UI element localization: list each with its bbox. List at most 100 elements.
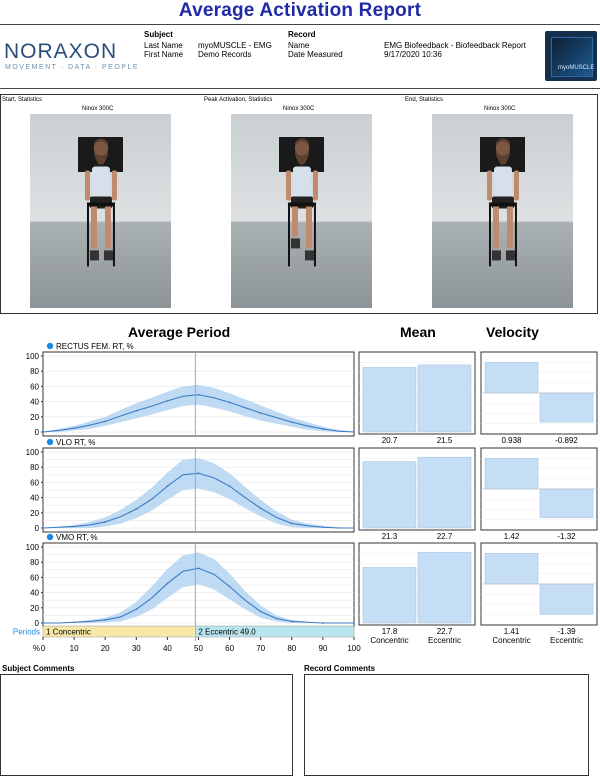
- x-tick-label: 0: [41, 644, 46, 653]
- bar: [539, 583, 594, 615]
- x-tick-label: 60: [225, 644, 234, 653]
- bar-value-label: 22.7: [437, 532, 453, 541]
- y-tick-label: 40: [30, 589, 39, 598]
- first-name-label: First Name: [144, 50, 184, 59]
- bar-value-label: -0.892: [555, 436, 578, 445]
- y-tick-label: 0: [35, 619, 40, 628]
- bar-value-label: 1.42: [504, 532, 520, 541]
- record-heading: Record: [288, 30, 316, 39]
- y-tick-label: 20: [30, 604, 39, 613]
- subject-comments-box[interactable]: [0, 674, 293, 776]
- data-point: [353, 622, 355, 624]
- bar-category-label: Concentric: [370, 636, 408, 645]
- data-point: [104, 619, 107, 621]
- x-tick-label: 90: [318, 644, 327, 653]
- std-dev-band: [43, 552, 354, 623]
- video-snapshot-image: [30, 114, 171, 308]
- seated-subject-figure: [486, 138, 519, 266]
- x-tick-label: 20: [101, 644, 110, 653]
- data-point: [259, 507, 262, 510]
- data-point: [42, 527, 44, 529]
- bar: [539, 392, 594, 423]
- date-measured-label: Date Measured: [288, 50, 343, 59]
- camera-label: Ninox 300C: [82, 106, 114, 112]
- bar: [417, 551, 472, 624]
- bar: [539, 488, 594, 518]
- data-point: [322, 526, 324, 529]
- data-point: [290, 620, 293, 623]
- y-tick-label: 60: [30, 478, 39, 487]
- bar-value-label: -1.32: [557, 532, 576, 541]
- data-point: [290, 522, 293, 525]
- first-name-value: Demo Records: [198, 50, 252, 59]
- data-point: [259, 412, 262, 414]
- photo-panel-label: Peak Activation, Statistics: [204, 97, 273, 103]
- bar-category-label: Concentric: [492, 636, 530, 645]
- y-tick-label: 60: [30, 382, 39, 391]
- data-point: [197, 393, 200, 396]
- bar-value-label: 21.3: [382, 532, 398, 541]
- series-title: RECTUS FEM. RT, %: [56, 342, 134, 351]
- std-dev-band: [43, 384, 354, 432]
- data-point: [353, 527, 355, 529]
- record-comments-heading: Record Comments: [304, 664, 376, 673]
- data-point: [322, 428, 324, 430]
- data-point: [353, 431, 355, 433]
- subject-heading: Subject: [144, 30, 173, 39]
- data-point: [42, 622, 44, 624]
- record-comments-box[interactable]: [304, 674, 589, 776]
- y-tick-label: 100: [26, 352, 40, 361]
- y-tick-label: 80: [30, 558, 39, 567]
- bar-value-label: 22.7: [437, 627, 453, 636]
- y-tick-label: 80: [30, 463, 39, 472]
- bar: [417, 364, 472, 433]
- data-point: [42, 431, 44, 433]
- noraxon-tagline: MOVEMENT · DATA · PEOPLE: [5, 64, 140, 71]
- data-point: [135, 409, 138, 412]
- y-tick-label: 20: [30, 509, 39, 518]
- noraxon-logo: NORAXON: [4, 40, 118, 63]
- bar: [362, 461, 417, 529]
- y-tick-label: 40: [30, 494, 39, 503]
- bar: [484, 553, 539, 585]
- series-title: VMO RT, %: [56, 533, 98, 542]
- seated-subject-figure: [84, 138, 117, 266]
- data-point: [73, 621, 75, 624]
- bar-value-label: 1.41: [504, 627, 520, 636]
- photo-panel-label: End, Statistics: [405, 97, 444, 103]
- photo-panel-label: Start, Statistics: [2, 97, 43, 103]
- eccentric-period-band: [195, 625, 355, 638]
- header-bottom-divider: [0, 88, 600, 89]
- last-name-value: myoMUSCLE - EMG: [198, 41, 272, 50]
- bar: [417, 456, 472, 529]
- series-dot: [46, 438, 54, 446]
- bar-value-label: 20.7: [382, 436, 398, 445]
- x-tick-label: 10: [70, 644, 79, 653]
- bar-value-label: 17.8: [382, 627, 398, 636]
- data-point: [135, 608, 138, 611]
- bar-category-label: Eccentric: [428, 636, 461, 645]
- myomuscle-app-logo: myoMUSCLE: [545, 31, 597, 81]
- y-tick-label: 80: [30, 367, 39, 376]
- data-point: [104, 521, 107, 523]
- series-dot: [46, 533, 54, 541]
- date-measured-value: 9/17/2020 10:36: [384, 50, 442, 59]
- seated-subject-figure: [285, 138, 318, 266]
- data-point: [228, 401, 231, 404]
- bar-value-label: -1.39: [557, 627, 576, 636]
- mean-heading: Mean: [400, 324, 436, 340]
- video-snapshot-image: [231, 114, 372, 308]
- y-tick-label: 100: [26, 543, 40, 552]
- y-tick-label: 100: [26, 448, 40, 457]
- data-point: [104, 420, 107, 423]
- concentric-period-label: 1 Concentric: [46, 628, 91, 637]
- record-name-value: EMG Biofeedback - Biofeedback Report: [384, 41, 526, 50]
- y-tick-label: 60: [30, 573, 39, 582]
- data-point: [259, 610, 262, 613]
- series-title: VLO RT, %: [56, 438, 95, 447]
- report-title: Average Activation Report: [178, 0, 422, 21]
- camera-label: Ninox 300C: [484, 106, 516, 112]
- x-tick-label: 40: [163, 644, 172, 653]
- bar-value-label: 0.938: [501, 436, 522, 445]
